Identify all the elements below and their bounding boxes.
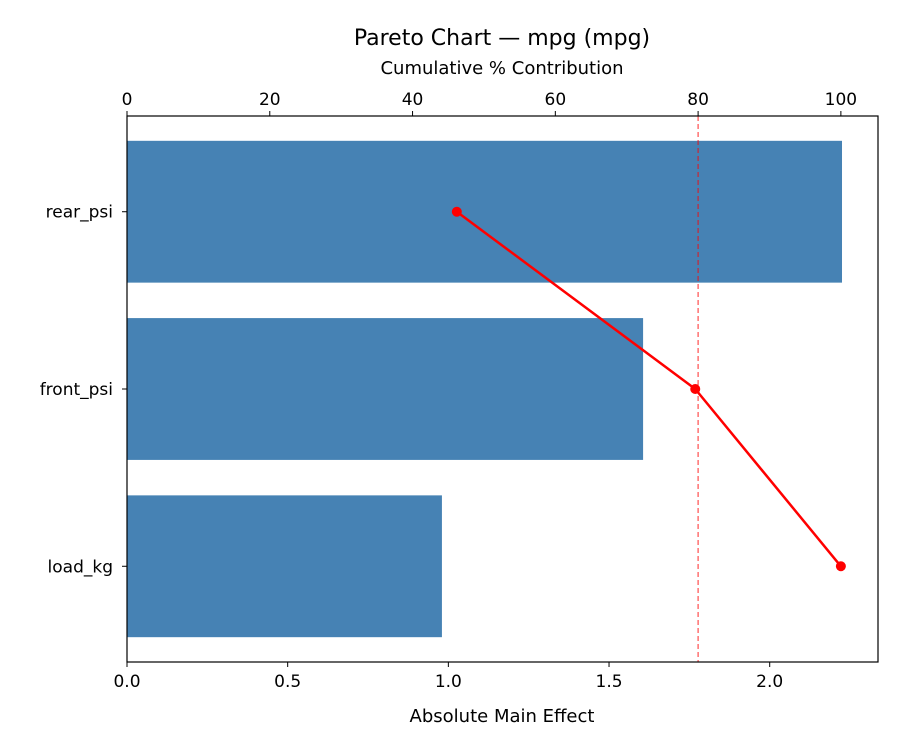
bottom-axis-label: Absolute Main Effect	[410, 706, 595, 727]
x2-tick-label: 80	[687, 90, 709, 110]
x-tick-label: 1.5	[596, 672, 623, 692]
x-tick-label: 2.0	[756, 672, 783, 692]
x2-tick-label: 0	[122, 90, 133, 110]
y-tick-label: rear_psi	[46, 203, 113, 223]
bar-load_kg	[127, 495, 442, 638]
chart-title: Pareto Chart — mpg (mpg)	[354, 26, 650, 51]
y-tick-label: load_kg	[48, 557, 113, 577]
bar-rear_psi	[127, 140, 843, 283]
x-tick-label: 0.0	[113, 672, 140, 692]
y-tick-label: front_psi	[40, 380, 113, 400]
x2-tick-label: 20	[259, 90, 281, 110]
cumulative-point	[835, 561, 846, 572]
x-tick-label: 0.5	[274, 672, 301, 692]
bar-front_psi	[127, 318, 644, 460]
top-axis-label: Cumulative % Contribution	[380, 58, 623, 79]
plot-frame	[126, 115, 879, 663]
cumulative-point	[690, 384, 701, 394]
x2-tick-label: 40	[402, 90, 424, 110]
x2-tick-label: 60	[545, 90, 567, 110]
x2-tick-label: 100	[825, 90, 857, 110]
cumulative-point	[451, 206, 462, 217]
x-tick-label: 1.0	[435, 672, 462, 692]
